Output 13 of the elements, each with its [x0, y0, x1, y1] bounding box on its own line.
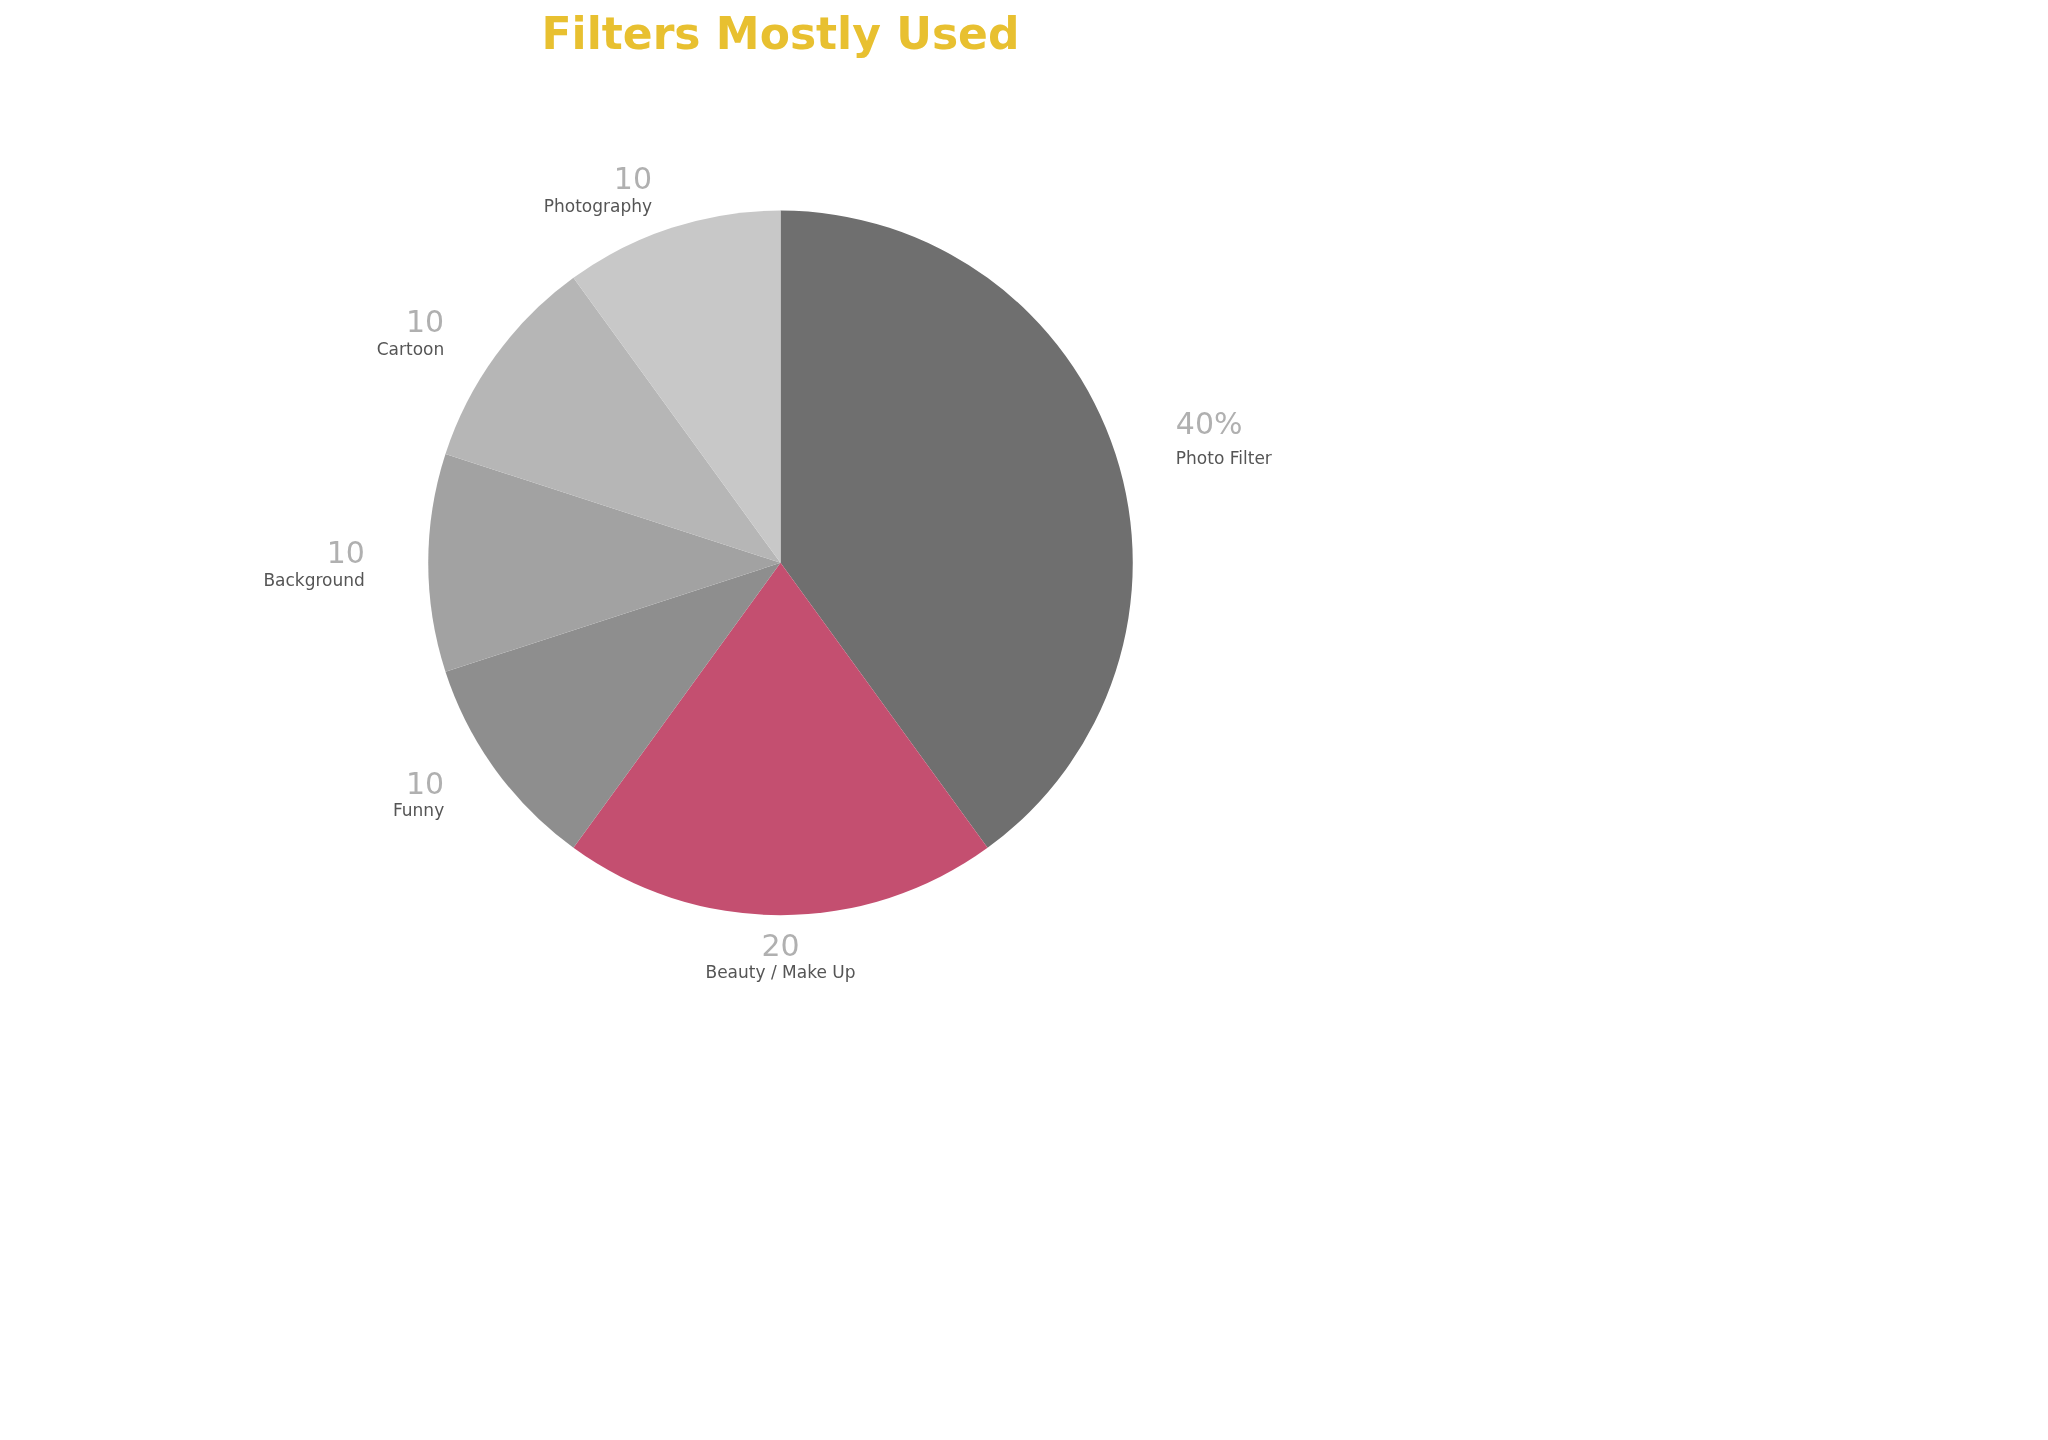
data-label: 40% — [1175, 406, 1243, 442]
slice-label: Photo Filter — [1175, 448, 1272, 469]
data-label: 10 — [406, 303, 445, 339]
slice-label: Background — [263, 569, 365, 590]
data-label: 10 — [406, 765, 445, 801]
data-label: 10 — [326, 534, 365, 570]
slice-label: Beauty / Make Up — [705, 962, 856, 983]
slice-label: Photography — [543, 195, 653, 216]
data-label: 20 — [761, 927, 800, 963]
slice-label: Cartoon — [376, 338, 445, 359]
chart-title: Filters Mostly Used — [541, 7, 1020, 59]
slice-label: Funny — [392, 800, 445, 821]
data-label: 10 — [613, 161, 653, 197]
